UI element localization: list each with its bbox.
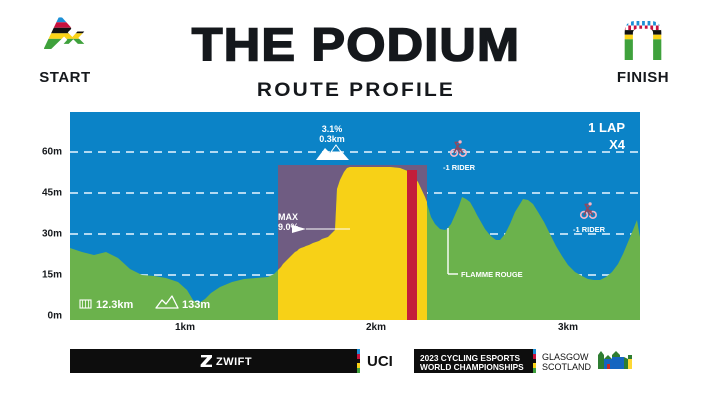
svg-text:X4: X4	[609, 137, 626, 152]
svg-text:-1 RIDER: -1 RIDER	[573, 225, 606, 234]
svg-text:0.3km: 0.3km	[319, 134, 345, 144]
svg-text:SCOTLAND: SCOTLAND	[542, 362, 592, 372]
svg-text:-1 RIDER: -1 RIDER	[443, 163, 476, 172]
svg-text:MAX: MAX	[278, 212, 298, 222]
svg-text:12.3km: 12.3km	[96, 299, 134, 311]
svg-text:1 LAP: 1 LAP	[588, 120, 625, 135]
svg-text:FLAMME ROUGE: FLAMME ROUGE	[461, 270, 523, 279]
svg-text:ZWIFT: ZWIFT	[216, 356, 252, 368]
svg-text:133m: 133m	[182, 299, 210, 311]
svg-text:3.1%: 3.1%	[322, 124, 343, 134]
svg-text:GLASGOW: GLASGOW	[542, 352, 589, 362]
svg-text:WORLD CHAMPIONSHIPS: WORLD CHAMPIONSHIPS	[420, 362, 524, 372]
svg-text:UCI: UCI	[367, 353, 393, 369]
